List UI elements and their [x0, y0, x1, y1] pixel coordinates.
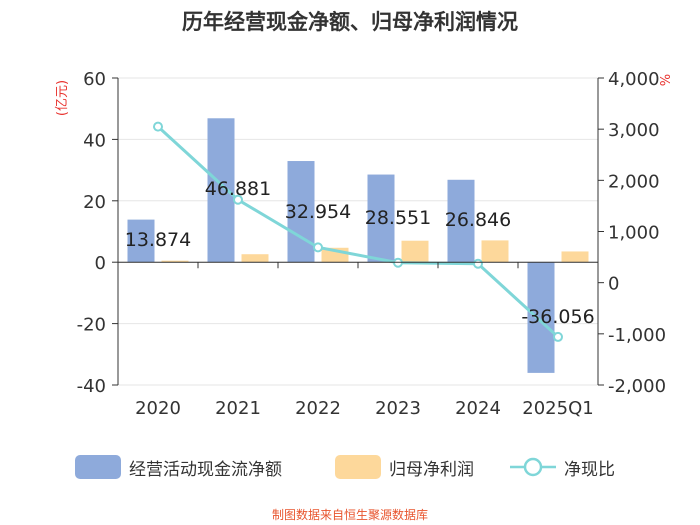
- cash-ratio-line: [156, 125, 560, 339]
- cashflow-data-label: 32.954: [285, 201, 351, 223]
- legend-item-cashflow[interactable]: 经营活动现金流净额: [75, 452, 282, 482]
- legend-item-cash-ratio[interactable]: 净现比: [510, 452, 615, 482]
- cashflow-bar: [447, 179, 475, 263]
- category-label: 2020: [135, 398, 181, 419]
- category-label: 2021: [215, 398, 261, 419]
- chart-title: 历年经营现金净额、归母净利润情况: [182, 10, 518, 34]
- axes: 60 40 20 0 -20 -40 4,000 3,000 2,000 1,000 0 -1,000…: [55, 69, 671, 419]
- cash-ratio-point: [313, 242, 323, 253]
- left-tick-label: 60: [83, 69, 106, 90]
- net-profit-bar: [241, 254, 269, 263]
- right-tick-label: 3,000: [608, 120, 660, 141]
- right-tick-label: -1,000: [608, 325, 666, 346]
- bar-series: [127, 118, 589, 373]
- data-labels: 13.874 46.881 32.954 28.551 26.846 -36.056: [125, 178, 595, 328]
- legend-item-net-profit[interactable]: 归母净利润: [335, 452, 474, 482]
- right-tick-label: 0: [608, 274, 619, 295]
- cashflow-data-label: 13.874: [125, 229, 191, 251]
- cashflow-bar: [127, 219, 155, 263]
- cash-ratio-point: [153, 121, 163, 132]
- right-axis-unit-label: %: [656, 74, 671, 86]
- line-series: [153, 121, 563, 342]
- cashflow-data-label: 26.846: [445, 209, 511, 231]
- legend-label-cashflow: 经营活动现金流净额: [129, 459, 282, 480]
- legend-swatch-net-profit: [335, 455, 381, 479]
- category-label: 2022: [295, 398, 341, 419]
- left-tick-label: -40: [77, 376, 106, 397]
- cashflow-bar: [207, 118, 235, 263]
- category-label: 2024: [455, 398, 501, 419]
- cashflow-bar: [527, 262, 555, 373]
- left-tick-label: 40: [83, 130, 106, 151]
- legend-label-cash-ratio: 净现比: [564, 459, 615, 480]
- legend-swatch-cashflow: [75, 455, 121, 479]
- category-label: 2025Q1: [522, 398, 593, 419]
- legend-swatch-cash-ratio: [510, 457, 556, 477]
- left-tick-label: -20: [77, 315, 106, 336]
- net-profit-bar: [401, 240, 429, 263]
- right-tick-label: 1,000: [608, 223, 660, 244]
- cashflow-data-label: -36.056: [521, 306, 594, 328]
- legend-label-net-profit: 归母净利润: [389, 459, 474, 480]
- net-profit-bar: [561, 251, 589, 263]
- cashflow-data-label: 28.551: [365, 207, 431, 229]
- net-profit-bar: [161, 260, 189, 263]
- right-tick-label: 2,000: [608, 171, 660, 192]
- cashflow-data-label: 46.881: [205, 178, 271, 200]
- legend: 经营活动现金流净额 归母净利润 净现比: [0, 452, 700, 482]
- source-footer: 制图数据来自恒生聚源数据库: [271, 508, 428, 522]
- left-tick-label: 0: [95, 253, 106, 274]
- left-tick-label: 20: [83, 192, 106, 213]
- cash-ratio-point: [393, 257, 403, 268]
- cash-ratio-point: [233, 194, 243, 205]
- cash-ratio-point: [473, 258, 483, 269]
- cashflow-bar: [367, 174, 395, 263]
- category-label: 2023: [375, 398, 421, 419]
- cash-ratio-point: [553, 331, 563, 342]
- cashflow-bar: [287, 161, 315, 263]
- left-axis-unit-label: (亿元): [55, 80, 70, 116]
- net-profit-bar: [481, 240, 509, 263]
- right-tick-label: 4,000: [608, 69, 660, 90]
- right-tick-label: -2,000: [608, 376, 666, 397]
